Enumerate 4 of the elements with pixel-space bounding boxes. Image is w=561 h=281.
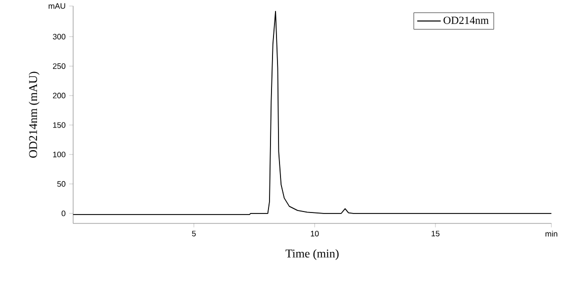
legend-label: OD214nm — [444, 16, 489, 24]
y-axis-title: OD214nm (mAU) — [28, 72, 40, 158]
x-axis-title: Time (min) — [286, 249, 339, 260]
line-series — [72, 11, 552, 216]
